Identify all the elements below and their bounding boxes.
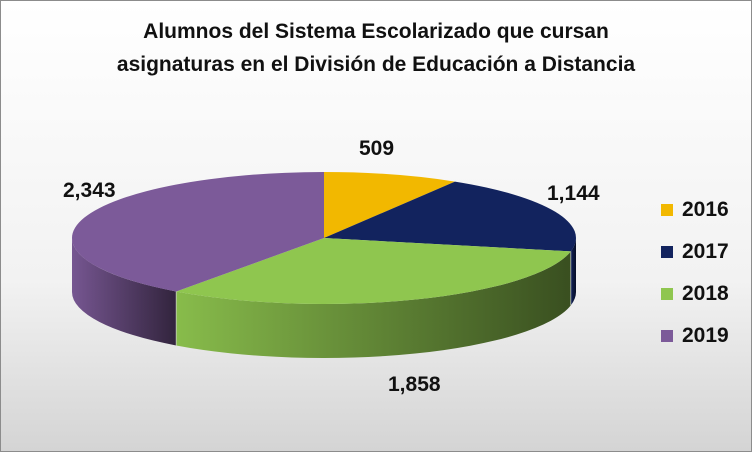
- legend-label-2019: 2019: [682, 324, 729, 347]
- data-label-2019: 2,343: [63, 179, 116, 202]
- pie-sides: [72, 238, 576, 358]
- pie-side-2019: [72, 238, 177, 346]
- legend-item-2016: 2016: [661, 189, 729, 231]
- pie-side-2018: [176, 251, 571, 358]
- data-label-2016: 509: [359, 137, 395, 160]
- legend-item-2018: 2018: [661, 273, 729, 315]
- data-label-2017: 1,144: [547, 182, 600, 205]
- pie-tops: [71, 172, 577, 305]
- data-label-2018: 1,858: [388, 373, 441, 396]
- legend-swatch-2016: [661, 204, 673, 216]
- legend-label-2016: 2016: [682, 198, 729, 221]
- legend: 2016 2017 2018 2019: [661, 189, 729, 357]
- legend-label-2017: 2017: [682, 240, 729, 263]
- legend-label-2018: 2018: [682, 282, 729, 305]
- legend-item-2019: 2019: [661, 315, 729, 357]
- pie-slice-2016: [324, 172, 455, 238]
- pie-slice-2018: [176, 238, 571, 305]
- legend-swatch-2018: [661, 288, 673, 300]
- pie-side-2017: [570, 238, 576, 306]
- chart-title: Alumnos del Sistema Escolarizado que cur…: [1, 15, 751, 81]
- pie-slice-2017: [324, 181, 577, 252]
- legend-swatch-2017: [661, 246, 673, 258]
- legend-item-2017: 2017: [661, 231, 729, 273]
- chart-title-line-2: asignaturas en el División de Educación …: [116, 53, 636, 76]
- pie-slice-2019: [71, 172, 324, 292]
- chart-title-line-1: Alumnos del Sistema Escolarizado que cur…: [143, 20, 609, 43]
- legend-swatch-2019: [661, 330, 673, 342]
